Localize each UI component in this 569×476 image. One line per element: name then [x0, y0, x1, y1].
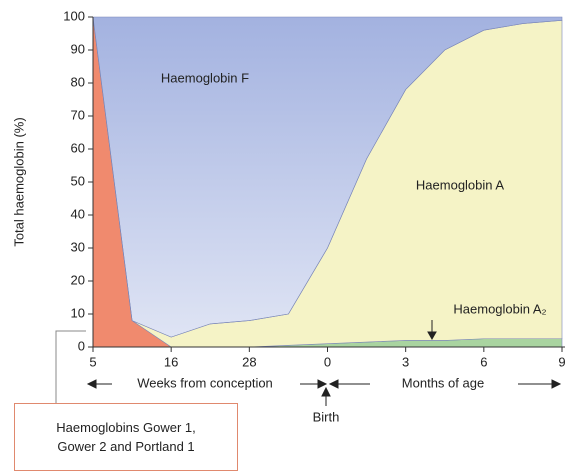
y-tick-label: 100 [63, 8, 85, 23]
y-tick-label: 30 [71, 239, 85, 254]
y-tick-label: 20 [71, 272, 85, 287]
x-label-months: Months of age [402, 375, 484, 390]
x-label-weeks: Weeks from conception [137, 375, 273, 390]
y-tick-label: 80 [71, 74, 85, 89]
y-tick-label: 0 [78, 338, 85, 353]
x-tick-label: 16 [164, 354, 178, 369]
y-tick-label: 50 [71, 173, 85, 188]
y-tick-label: 60 [71, 140, 85, 155]
y-tick-label: 40 [71, 206, 85, 221]
x-tick-label: 3 [402, 354, 409, 369]
bracket [55, 330, 86, 403]
y-tick-label: 90 [71, 41, 85, 56]
series-label: Haemoglobin A [416, 177, 504, 192]
x-tick-label: 0 [324, 354, 331, 369]
y-tick-label: 70 [71, 107, 85, 122]
x-tick-label: 28 [242, 354, 256, 369]
axis-arrows [86, 320, 562, 406]
x-tick-label: 9 [558, 354, 565, 369]
birth-label: Birth [313, 409, 340, 424]
area [92, 16, 563, 338]
series-label: Haemoglobin F [161, 70, 249, 85]
embryonic-label: Haemoglobins Gower 1, Gower 2 and Portla… [14, 403, 238, 471]
x-tick-label: 6 [480, 354, 487, 369]
y-axis-label: Total haemoglobin (%) [11, 117, 26, 246]
y-tick-label: 10 [71, 305, 85, 320]
series-label: Haemoglobin A₂ [453, 301, 546, 316]
x-tick-label: 5 [89, 354, 96, 369]
